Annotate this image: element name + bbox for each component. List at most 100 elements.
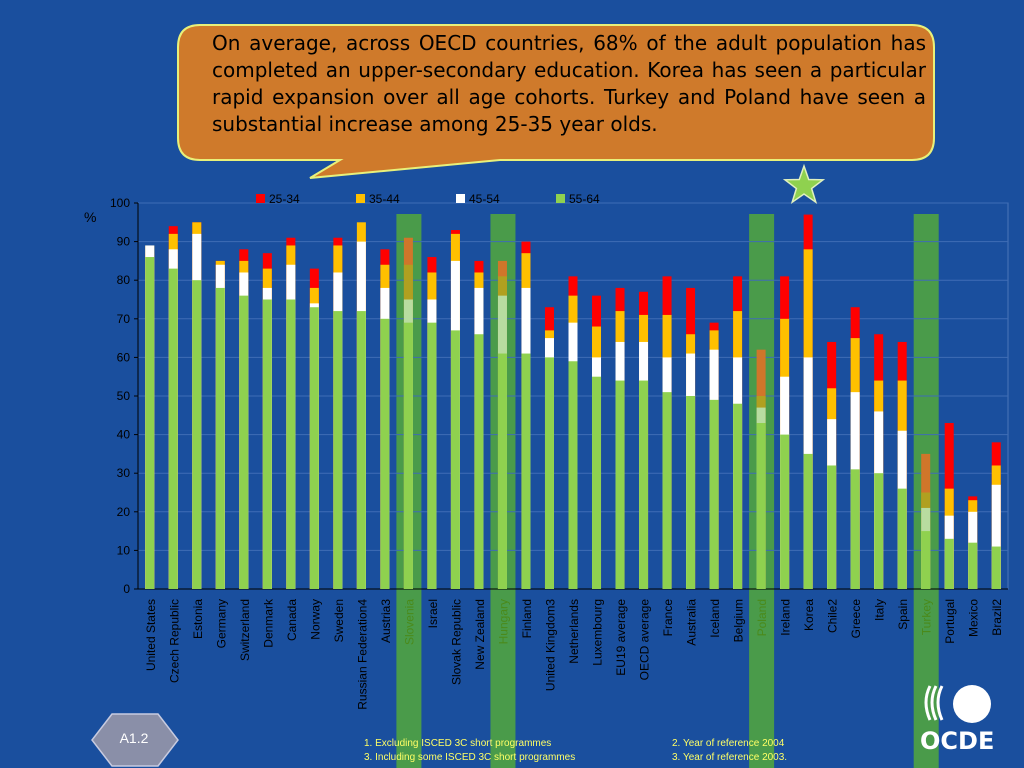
x-tick-label-germany: Germany xyxy=(214,599,228,648)
x-tick-label-netherlands: Netherlands xyxy=(567,599,581,664)
x-tick-label-portugal: Portugal xyxy=(943,599,957,644)
bar-hungary-55-64 xyxy=(497,353,507,589)
bar-norway-55-64 xyxy=(309,307,319,589)
bar-portugal-55-64 xyxy=(944,538,954,589)
x-tick-label-ireland: Ireland xyxy=(779,599,793,636)
bar-israel-55-64 xyxy=(427,322,437,589)
bar-oecd-average-55-64 xyxy=(639,380,649,589)
bar-korea-55-64 xyxy=(803,453,813,589)
legend-swatch-55-64 xyxy=(556,194,565,203)
bar-russian-federation4-55-64 xyxy=(356,311,366,589)
legend-swatch-45-54 xyxy=(456,194,465,203)
bar-spain-55-64 xyxy=(897,488,907,589)
badge-label: A1.2 xyxy=(119,730,149,746)
bar-czech-republic-55-64 xyxy=(168,268,178,589)
bar-united-states-55-64 xyxy=(145,257,155,589)
bar-netherlands-55-64 xyxy=(568,361,578,589)
footnote-4: 3. Year of reference 2003. xyxy=(672,752,788,763)
star-icon xyxy=(782,163,826,205)
x-tick-label-russian-federation4: Russian Federation4 xyxy=(355,599,369,710)
bar-new-zealand-55-64 xyxy=(474,334,484,589)
oecd-logo-text: OCDE xyxy=(920,727,995,755)
y-tick-label: 0 xyxy=(123,582,130,596)
x-tick-label-slovak-republic: Slovak Republic xyxy=(449,599,463,685)
bar-ireland-55-64 xyxy=(780,434,790,589)
legend-swatch-25-34 xyxy=(256,194,265,203)
callout-bubble xyxy=(177,24,935,179)
y-tick-label: 30 xyxy=(117,466,131,480)
bar-brazil2-45-54 xyxy=(991,484,1001,589)
x-tick-label-mexico: Mexico xyxy=(967,599,981,637)
oecd-logo-icon xyxy=(924,685,991,723)
legend-label-55-64: 55-64 xyxy=(569,192,600,206)
y-axis-label: % xyxy=(84,209,96,225)
bar-poland-55-64 xyxy=(756,423,766,589)
x-tick-label-slovenia: Slovenia xyxy=(402,599,416,645)
footnote-3: 3. Including some ISCED 3C short program… xyxy=(364,752,576,763)
bar-france-55-64 xyxy=(662,392,672,589)
footnote-1: 1. Excluding ISCED 3C short programmes xyxy=(364,738,552,749)
bar-greece-55-64 xyxy=(850,469,860,589)
x-tick-label-estonia: Estonia xyxy=(191,599,205,639)
bar-germany-55-64 xyxy=(215,287,225,589)
bar-united-kingdom3-55-64 xyxy=(544,357,554,589)
bar-luxembourg-55-64 xyxy=(592,376,602,589)
x-tick-label-australia: Australia xyxy=(685,599,699,646)
bar-iceland-55-64 xyxy=(709,399,719,589)
bar-chile2-55-64 xyxy=(827,465,837,589)
y-tick-label: 40 xyxy=(117,428,131,442)
bar-finland-55-64 xyxy=(521,353,531,589)
bar-sweden-55-64 xyxy=(333,311,343,589)
x-tick-label-belgium: Belgium xyxy=(732,599,746,642)
x-tick-label-new-zealand: New Zealand xyxy=(473,599,487,670)
y-tick-label: 80 xyxy=(117,273,131,287)
bar-italy-55-64 xyxy=(874,473,884,589)
legend-label-35-44: 35-44 xyxy=(369,192,400,206)
x-tick-label-eu19-average: EU19 average xyxy=(614,599,628,676)
footnote-2: 2. Year of reference 2004 xyxy=(672,738,785,749)
y-tick-label: 60 xyxy=(117,350,131,364)
bar-estonia-55-64 xyxy=(192,280,202,589)
x-tick-label-czech-republic: Czech Republic xyxy=(167,599,181,683)
callout-text: On average, across OECD countries, 68% o… xyxy=(212,31,926,136)
legend-swatch-35-44 xyxy=(356,194,365,203)
bar-turkey-55-64 xyxy=(921,531,931,589)
x-tick-label-united-kingdom3: United Kingdom3 xyxy=(543,599,557,691)
x-tick-label-norway: Norway xyxy=(308,599,322,640)
x-tick-label-turkey: Turkey xyxy=(920,599,934,635)
y-tick-label: 50 xyxy=(117,389,131,403)
bar-australia-55-64 xyxy=(686,396,696,589)
x-tick-label-oecd-average: OECD average xyxy=(638,599,652,681)
bar-slovak-republic-55-64 xyxy=(450,330,460,589)
x-tick-label-finland: Finland xyxy=(520,599,534,638)
x-tick-label-greece: Greece xyxy=(849,599,863,639)
bar-canada-55-64 xyxy=(286,299,296,589)
bar-slovenia-55-64 xyxy=(403,322,413,589)
legend-label-25-34: 25-34 xyxy=(269,192,300,206)
bar-austria3-55-64 xyxy=(380,318,390,589)
x-tick-label-iceland: Iceland xyxy=(708,599,722,638)
x-tick-label-austria3: Austria3 xyxy=(379,599,393,643)
x-tick-label-france: France xyxy=(661,599,675,637)
y-tick-label: 90 xyxy=(117,235,131,249)
x-tick-label-denmark: Denmark xyxy=(261,598,275,648)
badge-shape xyxy=(91,713,179,767)
y-tick-label: 70 xyxy=(117,312,131,326)
x-tick-label-korea: Korea xyxy=(802,599,816,631)
x-tick-label-israel: Israel xyxy=(426,599,440,628)
bar-mexico-55-64 xyxy=(968,542,978,589)
x-tick-label-brazil2: Brazil2 xyxy=(990,599,1004,636)
y-tick-label: 10 xyxy=(117,543,131,557)
x-tick-label-united-states: United States xyxy=(144,599,158,671)
x-tick-label-italy: Italy xyxy=(873,599,887,621)
bar-switzerland-55-64 xyxy=(239,295,249,589)
x-tick-label-spain: Spain xyxy=(896,599,910,630)
bar-eu19-average-55-64 xyxy=(615,380,625,589)
bar-belgium-55-64 xyxy=(733,403,743,589)
x-tick-label-poland: Poland xyxy=(755,599,769,636)
x-tick-label-chile2: Chile2 xyxy=(826,599,840,633)
y-tick-label: 100 xyxy=(110,196,130,210)
x-tick-label-hungary: Hungary xyxy=(496,599,510,644)
bar-denmark-55-64 xyxy=(262,299,272,589)
